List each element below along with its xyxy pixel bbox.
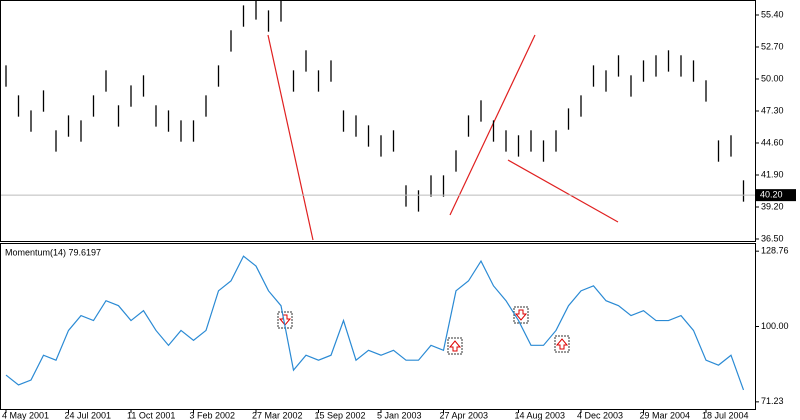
x-tick-label: 3 Feb 2002 (190, 410, 236, 420)
x-tick-label: 24 Jul 2001 (65, 410, 112, 420)
trendline (449, 34, 536, 216)
up-arrow (447, 337, 463, 355)
indicator-title: Momentum(14) 79.6197 (5, 247, 101, 257)
y-tick-label: 39.20 (761, 201, 784, 211)
x-tick-label: 14 Aug 2003 (515, 410, 566, 420)
x-tick-label: 4 Dec 2003 (577, 410, 623, 420)
x-tick-label: 4 May 2001 (2, 410, 49, 420)
y-tick-label: 36.50 (761, 233, 784, 243)
up-arrow (554, 335, 570, 353)
y-tick-label: 128.76 (761, 246, 789, 256)
y-tick-label: 50.00 (761, 73, 784, 83)
x-tick-label: 29 Mar 2004 (640, 410, 691, 420)
y-tick-label: 41.90 (761, 169, 784, 179)
y-tick-label: 55.40 (761, 9, 784, 19)
y-tick-label: 44.60 (761, 137, 784, 147)
y-tick-label: 100.00 (761, 321, 789, 331)
x-tick-label: 27 Mar 2002 (252, 410, 303, 420)
down-arrow (513, 306, 529, 324)
price-panel (0, 0, 756, 242)
y-tick-label: 47.30 (761, 105, 784, 115)
last-price-box (756, 189, 796, 202)
last-price-label: 40.20 (760, 190, 783, 200)
y-tick-label: 71.23 (761, 396, 784, 406)
x-tick-label: 18 Jul 2004 (702, 410, 749, 420)
y-tick-label: 52.70 (761, 41, 784, 51)
trendlines (267, 34, 619, 241)
x-tick-label: 5 Jan 2003 (377, 410, 422, 420)
trendline (267, 34, 314, 241)
x-tick-label: 15 Sep 2002 (315, 410, 366, 420)
x-tick-label: 11 Oct 2001 (127, 410, 175, 420)
momentum-line (5, 255, 745, 391)
signal-arrows (277, 306, 570, 355)
trendline (507, 159, 619, 223)
x-tick-label: 27 Apr 2003 (440, 410, 489, 420)
